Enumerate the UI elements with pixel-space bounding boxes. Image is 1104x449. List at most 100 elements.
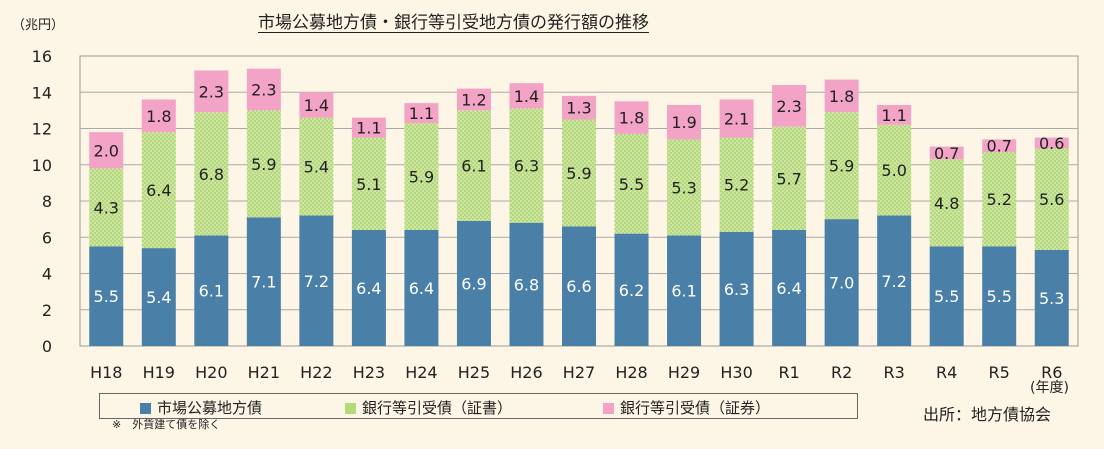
- data-label: 6.9: [461, 274, 486, 293]
- data-label: 1.1: [356, 119, 381, 138]
- data-label: 2.0: [94, 141, 119, 160]
- bar-segment-securities: [89, 132, 124, 169]
- data-label: 4.3: [94, 198, 119, 217]
- data-label: 6.4: [776, 279, 801, 298]
- x-tick-label: H27: [563, 363, 595, 382]
- x-axis-unit: (年度): [1030, 380, 1069, 396]
- data-label: 5.9: [829, 157, 854, 176]
- bar-segment-certificate: [982, 152, 1017, 247]
- data-label: 0.7: [934, 144, 959, 163]
- data-label: 5.6: [1039, 190, 1064, 209]
- legend-swatch-market: [140, 403, 151, 414]
- data-label: 1.9: [671, 113, 696, 132]
- data-label: 5.3: [1039, 289, 1064, 308]
- data-label: 5.5: [986, 287, 1011, 306]
- bar-segment-certificate: [667, 139, 702, 236]
- data-label: 7.2: [881, 272, 906, 291]
- data-label: 6.6: [566, 277, 591, 296]
- footnote: ※ 外貨建て債を除く: [112, 418, 221, 431]
- x-tick-label: H23: [353, 363, 385, 382]
- bar-segment-market: [667, 235, 702, 346]
- x-tick-label: H29: [668, 363, 700, 382]
- bar-segment-market: [614, 233, 649, 346]
- x-tick-label: H18: [90, 363, 122, 382]
- x-tick-label: H19: [143, 363, 175, 382]
- source-credit: 出所：地方債協会: [923, 405, 1052, 424]
- legend-item-securities: 銀行等引受債（証券）: [603, 397, 770, 418]
- data-label: 1.2: [461, 91, 486, 110]
- x-tick-label: R4: [936, 363, 957, 382]
- x-tick-label: H30: [720, 363, 752, 382]
- data-label: 0.6: [1039, 134, 1064, 153]
- data-label: 5.3: [671, 178, 696, 197]
- data-label: 4.8: [934, 194, 959, 213]
- data-label: 5.1: [356, 175, 381, 194]
- y-tick-label: 6: [42, 228, 52, 247]
- bar-segment-securities: [562, 95, 596, 120]
- data-label: 6.3: [724, 280, 749, 299]
- data-label: 7.2: [304, 272, 329, 291]
- bar-segment-market: [719, 231, 754, 346]
- data-label: 1.4: [514, 87, 539, 106]
- y-tick-label: 10: [32, 156, 52, 175]
- bar-segment-certificate: [719, 137, 754, 232]
- data-label: 2.1: [724, 110, 749, 129]
- bar-segment-certificate: [772, 126, 807, 230]
- data-label: 6.1: [199, 282, 224, 301]
- data-label: 0.7: [986, 137, 1011, 156]
- data-label: 7.1: [251, 273, 276, 292]
- y-tick-label: 14: [32, 83, 52, 102]
- data-label: 6.2: [619, 281, 644, 300]
- bar-segment-market: [509, 222, 544, 346]
- bar-segment-market: [141, 248, 176, 346]
- x-tick-label: R5: [989, 363, 1010, 382]
- data-label: 1.4: [304, 96, 329, 115]
- bar-segment-certificate: [89, 168, 124, 247]
- data-label: 5.2: [986, 190, 1011, 209]
- y-tick-label: 4: [42, 265, 52, 284]
- bar-segment-securities: [509, 83, 544, 109]
- data-label: 5.5: [619, 175, 644, 194]
- y-tick-label: 0: [42, 337, 52, 356]
- data-label: 6.1: [461, 157, 486, 176]
- y-tick-label: 8: [42, 192, 52, 211]
- data-label: 7.0: [829, 274, 854, 293]
- bar-segment-certificate: [299, 117, 334, 216]
- chart-title: 市場公募地方債・銀行等引受地方債の発行額の推移: [258, 13, 649, 33]
- bar-segment-certificate: [929, 159, 964, 247]
- bar-segment-securities: [719, 99, 754, 138]
- data-label: 1.8: [146, 107, 171, 126]
- x-tick-label: H24: [405, 363, 437, 382]
- data-label: 5.9: [409, 168, 434, 187]
- data-label: 5.5: [94, 287, 119, 306]
- bar-segment-securities: [614, 101, 649, 134]
- data-label: 6.8: [514, 275, 539, 294]
- data-label: 6.4: [146, 181, 171, 200]
- data-label: 1.1: [409, 104, 434, 123]
- bar-segment-securities: [982, 139, 1017, 153]
- legend-item-market: 市場公募地方債: [140, 397, 262, 418]
- bar-segment-securities: [1034, 137, 1069, 149]
- data-label: 1.3: [566, 99, 591, 118]
- bar-segment-securities: [246, 68, 281, 111]
- data-label: 5.9: [566, 164, 591, 183]
- bar-segment-market: [1034, 249, 1069, 346]
- bar-segment-securities: [194, 70, 229, 113]
- bar-segment-market: [246, 217, 281, 346]
- bar-segment-certificate: [824, 112, 859, 220]
- bar-segment-certificate: [562, 119, 596, 227]
- bar-segment-certificate: [351, 137, 386, 230]
- x-tick-label: R6: [1041, 363, 1062, 382]
- bar-segment-certificate: [194, 112, 229, 236]
- y-tick-label: 16: [32, 47, 52, 66]
- data-label: 2.3: [199, 82, 224, 101]
- data-label: 5.4: [304, 158, 329, 177]
- x-tick-label: H26: [510, 363, 542, 382]
- bar-segment-market: [194, 235, 229, 346]
- data-label: 5.2: [724, 176, 749, 195]
- data-label: 5.4: [146, 288, 171, 307]
- data-label: 6.4: [356, 279, 381, 298]
- bar-segment-securities: [929, 146, 964, 160]
- bar-segment-market: [982, 246, 1017, 346]
- data-label: 6.8: [199, 165, 224, 184]
